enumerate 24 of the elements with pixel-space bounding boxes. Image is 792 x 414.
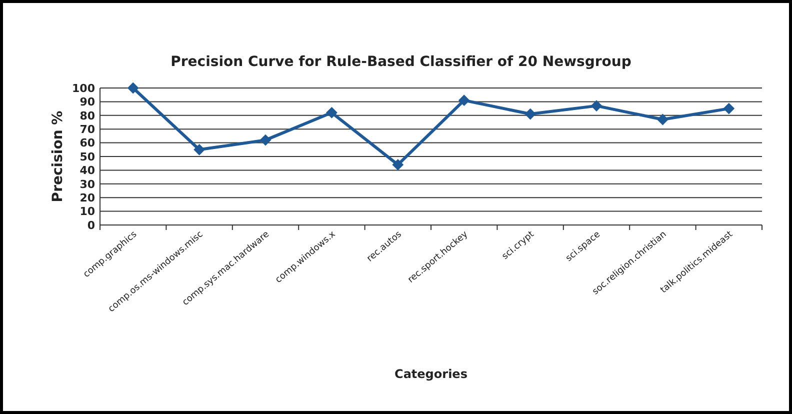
point	[657, 114, 668, 126]
point	[591, 100, 602, 112]
point	[723, 103, 734, 114]
y-tick-label: 10	[80, 205, 96, 218]
chart-title: Precision Curve for Rule-Based Classifier of 20 Newsgroup	[170, 54, 632, 70]
point	[326, 107, 338, 118]
point	[458, 94, 470, 106]
y-tick-label: 0	[87, 218, 96, 232]
y-tick-label: 40	[80, 164, 96, 178]
y-tick-label: 20	[80, 191, 96, 204]
y-tick-label: 100	[72, 82, 96, 95]
point	[524, 108, 536, 120]
y-tick-label: 50	[80, 150, 96, 164]
point	[392, 159, 404, 170]
y-tick-label: 90	[80, 96, 96, 109]
y-tick-label: 70	[80, 122, 96, 136]
point	[260, 134, 271, 146]
point	[128, 82, 139, 94]
y-axis-title: Precision %	[50, 110, 66, 202]
y-tick-label: 80	[80, 109, 96, 122]
point	[194, 144, 205, 156]
y-tick-label: 30	[80, 178, 96, 191]
y-tick-label: 60	[80, 136, 96, 150]
x-axis-title: Categories	[394, 367, 468, 381]
